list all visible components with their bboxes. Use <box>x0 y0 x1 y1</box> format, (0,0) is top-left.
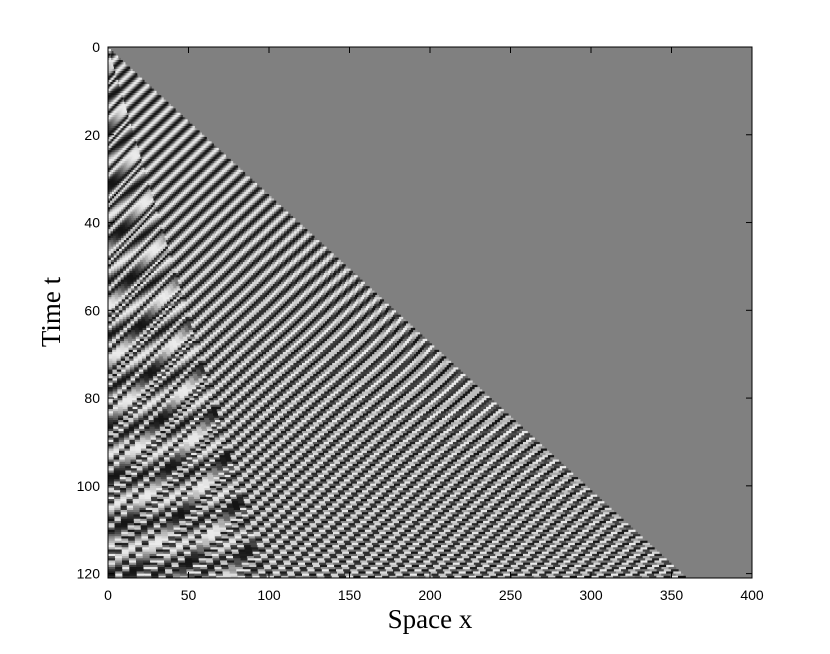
y-tick-label: 80 <box>84 390 100 406</box>
y-tick-label: 40 <box>84 215 100 231</box>
x-tick-label: 400 <box>740 587 764 603</box>
x-tick-label: 250 <box>499 587 523 603</box>
y-axis-title: Time t <box>36 276 66 347</box>
wave-pattern-layer <box>108 47 686 578</box>
y-axis-ticks: 0 20 40 60 80 100 120 <box>77 39 752 582</box>
x-tick-label: 350 <box>660 587 684 603</box>
x-tick-label: 0 <box>104 587 112 603</box>
y-tick-label: 120 <box>77 566 101 582</box>
x-tick-label: 50 <box>181 587 197 603</box>
x-axis-title: Space x <box>388 604 473 634</box>
wave-bands <box>108 47 686 578</box>
y-tick-label: 60 <box>84 302 100 318</box>
plot-area <box>108 47 752 578</box>
x-axis-ticks: 0 50 100 150 200 250 300 350 400 <box>104 47 764 603</box>
y-tick-label: 20 <box>84 127 100 143</box>
x-tick-label: 100 <box>257 587 281 603</box>
x-tick-label: 200 <box>418 587 442 603</box>
y-tick-label: 100 <box>77 478 101 494</box>
x-tick-label: 300 <box>579 587 603 603</box>
x-tick-label: 150 <box>338 587 362 603</box>
y-tick-label: 0 <box>92 39 100 55</box>
